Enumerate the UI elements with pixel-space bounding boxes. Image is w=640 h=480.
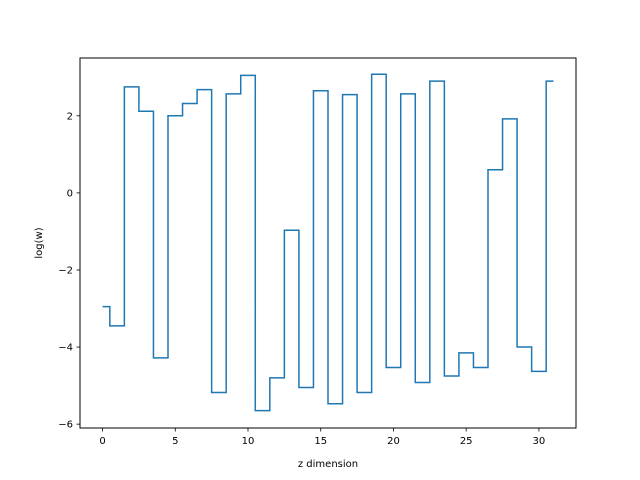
x-axis-label: z dimension bbox=[298, 459, 358, 470]
y-tick-label: 0 bbox=[67, 188, 73, 199]
series-line bbox=[102, 73, 554, 412]
x-tick-label: 0 bbox=[99, 436, 105, 447]
y-tick-label: −2 bbox=[58, 265, 73, 276]
x-tick-label: 20 bbox=[387, 436, 400, 447]
x-tick-label: 10 bbox=[242, 436, 255, 447]
y-tick-label: 2 bbox=[67, 111, 73, 122]
x-tick-label: 5 bbox=[172, 436, 178, 447]
x-tick-label: 25 bbox=[460, 436, 473, 447]
x-tick-label: 15 bbox=[314, 436, 327, 447]
y-tick-label: −6 bbox=[58, 420, 73, 431]
series-layer bbox=[102, 73, 554, 412]
plot-frame bbox=[79, 57, 577, 429]
axes-layer: 0 5 10 15 20 25 30 −6 −4 −2 0 2 bbox=[58, 111, 545, 447]
y-axis-label: log(w) bbox=[34, 227, 45, 258]
y-tick-label: −4 bbox=[58, 343, 73, 354]
x-tick-label: 30 bbox=[533, 436, 546, 447]
